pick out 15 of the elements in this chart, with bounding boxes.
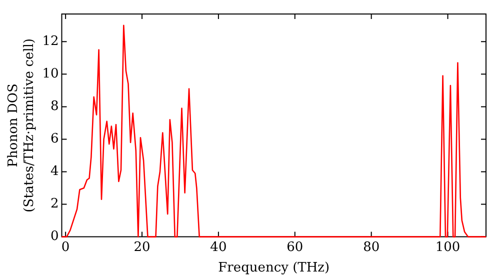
x-tick-label: 60 bbox=[286, 240, 304, 255]
y-tick-label: 8 bbox=[50, 99, 59, 114]
y-tick-label: 4 bbox=[50, 164, 59, 180]
y-tick-label: 10 bbox=[42, 66, 59, 82]
y-tick-label: 6 bbox=[50, 132, 59, 147]
y-tick-label: 2 bbox=[50, 196, 59, 212]
y-tick-label: 0 bbox=[50, 229, 59, 244]
x-tick-label: 100 bbox=[435, 240, 460, 255]
y-tick-label: 12 bbox=[42, 34, 59, 50]
x-tick-label: 0 bbox=[61, 240, 70, 255]
x-tick-label: 40 bbox=[210, 240, 227, 255]
x-tick-label: 20 bbox=[134, 240, 150, 255]
x-axis-title: Frequency (THz) bbox=[218, 260, 330, 276]
y-axis-title: Phonon DOS (States/THz·primitive cell) bbox=[6, 38, 37, 212]
x-tick-label: 80 bbox=[363, 240, 380, 255]
